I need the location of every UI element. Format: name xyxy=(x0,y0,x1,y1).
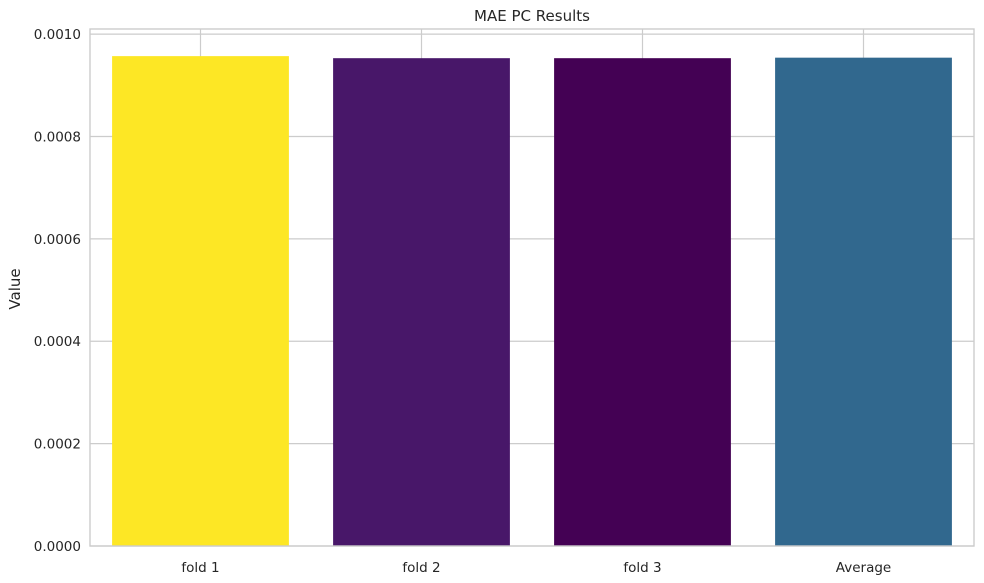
x-tick-label: fold 3 xyxy=(623,560,661,576)
x-tick-label: Average xyxy=(836,560,891,576)
y-tick-label: 0.0002 xyxy=(34,437,81,453)
y-tick-label: 0.0000 xyxy=(34,539,81,555)
y-tick-label: 0.0004 xyxy=(34,334,81,350)
x-tick-label: fold 2 xyxy=(402,560,440,576)
y-tick-label: 0.0010 xyxy=(34,27,81,43)
bar xyxy=(554,58,731,547)
x-tick-label: fold 1 xyxy=(181,560,219,576)
plot-frame xyxy=(89,28,975,547)
bar xyxy=(112,56,289,547)
y-axis-label: Value xyxy=(6,268,24,309)
chart-title: MAE PC Results xyxy=(474,7,590,25)
tick-layer: 0.0000 0.0002 0.0004 0.0006 0.0008 0.0010 fold… xyxy=(34,27,891,576)
bar-layer xyxy=(112,56,952,547)
y-tick-label: 0.0008 xyxy=(34,129,81,145)
y-tick-label: 0.0006 xyxy=(34,232,81,248)
bar xyxy=(333,58,510,547)
bar xyxy=(775,57,952,547)
